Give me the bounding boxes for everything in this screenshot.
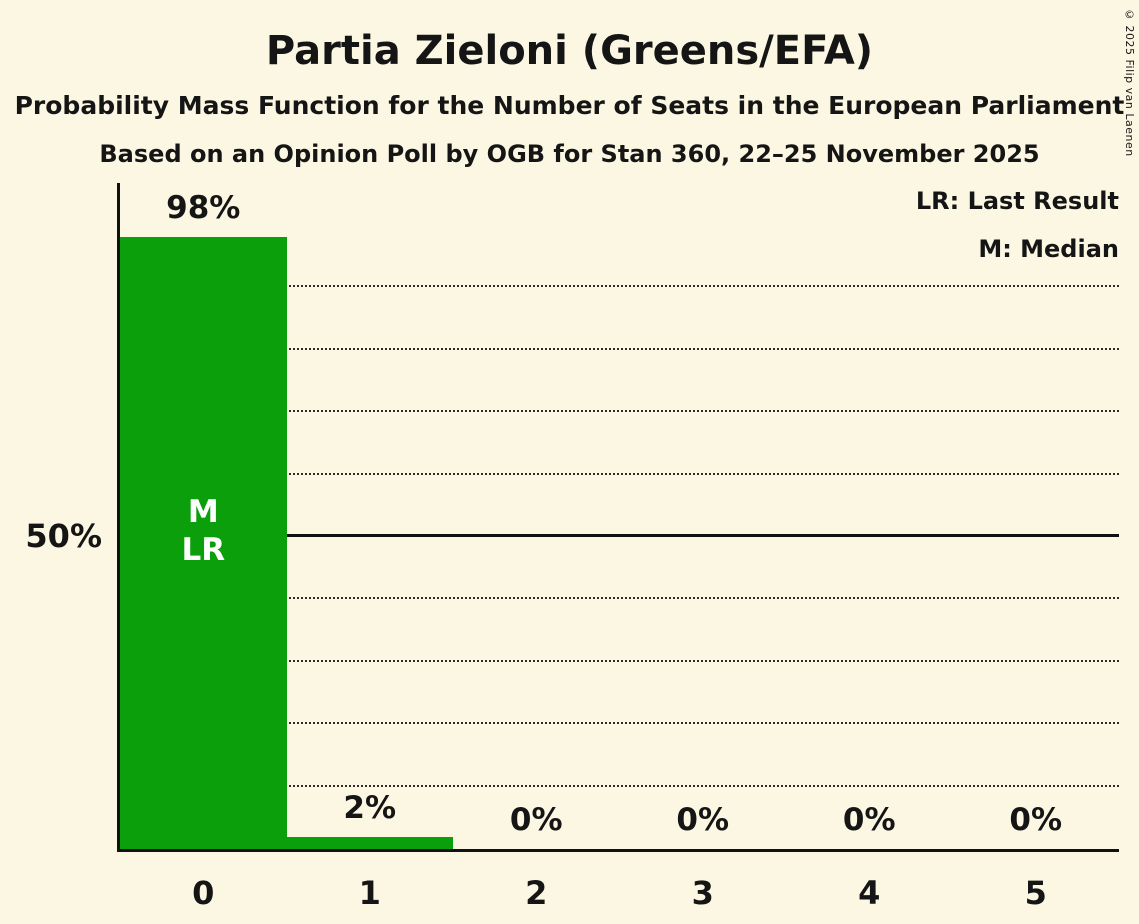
legend-last-result: LR: Last Result	[915, 187, 1119, 215]
copyright-notice: © 2025 Filip van Laenen	[1123, 8, 1136, 157]
chart-source-line: Based on an Opinion Poll by OGB for Stan…	[99, 140, 1040, 168]
y-axis-label-50: 50%	[25, 517, 102, 555]
plot-area: 98% M LR 0 2% 1 0% 2 0% 3 0% 4 0% 5	[120, 190, 1119, 912]
x-tick-label-3: 3	[691, 874, 714, 912]
bar-annotation-0: M LR	[120, 493, 287, 569]
x-axis-line	[117, 849, 1119, 852]
bar-value-label-5: 0%	[1009, 802, 1063, 838]
chart-title: Partia Zieloni (Greens/EFA)	[265, 28, 874, 74]
gridline-dotted-10	[120, 784, 1119, 787]
bar-value-label-0: 98%	[166, 190, 241, 227]
bar-seats-0	[120, 237, 287, 849]
bar-value-label-1: 2%	[343, 789, 397, 826]
bar-value-label-3: 0%	[676, 802, 730, 838]
x-tick-label-2: 2	[525, 874, 548, 912]
y-axis-line	[117, 183, 120, 852]
legend-median: M: Median	[978, 235, 1119, 263]
bar-value-label-4: 0%	[842, 802, 896, 838]
bar-value-label-2: 0%	[509, 802, 563, 838]
gridline-dotted-90	[120, 285, 1119, 288]
bar-seats-1	[286, 836, 453, 849]
bar-annotation-line: M	[187, 494, 219, 530]
chart-subtitle: Probability Mass Function for the Number…	[14, 91, 1125, 120]
gridline-solid-50	[120, 534, 1119, 537]
x-tick-label-4: 4	[858, 874, 881, 912]
x-tick-label-5: 5	[1024, 874, 1047, 912]
gridline-dotted-70	[120, 410, 1119, 413]
gridline-dotted-30	[120, 659, 1119, 662]
x-tick-label-0: 0	[192, 874, 215, 912]
gridline-dotted-80	[120, 347, 1119, 350]
x-tick-label-1: 1	[358, 874, 381, 912]
gridline-dotted-60	[120, 472, 1119, 475]
gridline-dotted-40	[120, 597, 1119, 600]
gridline-dotted-20	[120, 722, 1119, 725]
bar-annotation-line: LR	[181, 532, 226, 568]
